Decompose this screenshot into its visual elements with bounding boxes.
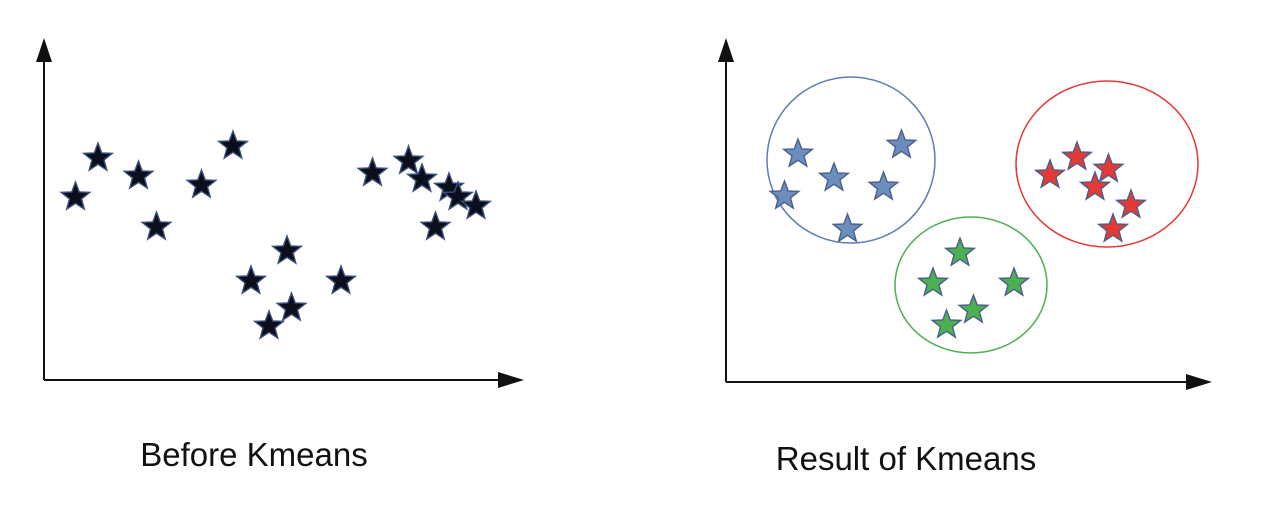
- star-g4: [957, 293, 990, 324]
- star-s9: [324, 264, 358, 295]
- star-b3: [817, 161, 851, 192]
- star-b6: [831, 212, 864, 243]
- star-g2: [916, 266, 950, 297]
- star-r2: [1060, 140, 1094, 171]
- star-s16: [441, 180, 475, 211]
- star-s18: [459, 189, 493, 220]
- star-r4: [1078, 170, 1112, 201]
- star-s4: [185, 168, 218, 199]
- star-b4: [867, 170, 900, 201]
- caption-before: Before Kmeans: [140, 436, 367, 473]
- star-s8: [234, 264, 268, 295]
- star-r1: [1033, 158, 1067, 189]
- stars-after-group: [768, 128, 1148, 339]
- star-s3: [59, 180, 92, 211]
- star-s10: [275, 291, 308, 322]
- panel-before-kmeans: Before Kmeans: [36, 38, 524, 473]
- y-axis-arrow-left: [36, 38, 52, 62]
- star-b2: [885, 128, 918, 159]
- star-s17: [419, 210, 452, 241]
- star-g5: [930, 308, 963, 339]
- x-axis-arrow-right: [1186, 374, 1212, 390]
- y-axis-arrow-right: [718, 38, 734, 62]
- x-axis-arrow-left: [498, 372, 524, 388]
- star-r5: [1114, 188, 1148, 219]
- cluster-circle-red: [1015, 80, 1199, 248]
- star-s6: [140, 210, 173, 241]
- star-s14: [405, 162, 439, 193]
- star-s1: [81, 141, 115, 172]
- caption-after: Result of Kmeans: [776, 440, 1036, 477]
- star-r3: [1092, 152, 1125, 183]
- star-s13: [392, 144, 425, 175]
- star-g1: [943, 236, 977, 267]
- star-s7: [270, 234, 304, 265]
- cluster-circle-green: [894, 216, 1048, 354]
- star-g3: [997, 266, 1031, 297]
- star-s11: [252, 309, 286, 340]
- panel-result-kmeans: Result of Kmeans: [718, 38, 1212, 477]
- cluster-circle-blue: [766, 76, 936, 244]
- star-b5: [768, 179, 801, 210]
- star-s2: [122, 159, 155, 190]
- star-r6: [1096, 212, 1130, 243]
- stars-before-group: [59, 129, 493, 340]
- star-s5: [216, 129, 250, 160]
- star-s12: [356, 156, 389, 187]
- star-b1: [781, 137, 815, 168]
